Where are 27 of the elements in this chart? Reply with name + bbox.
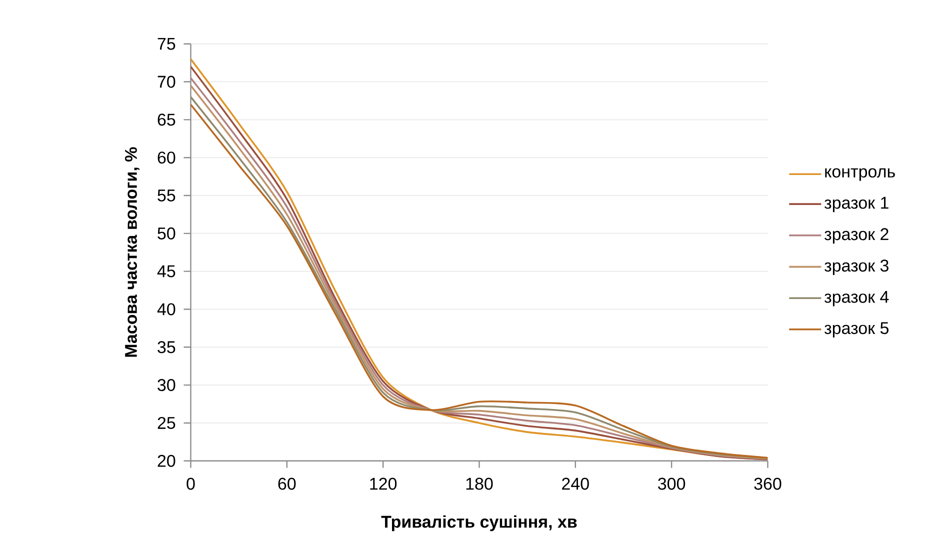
y-tick-label: 60	[158, 152, 176, 164]
y-tick-label: 45	[157, 265, 176, 278]
y-tick-label: 55	[158, 190, 176, 202]
x-tick-label: 240	[562, 478, 589, 490]
y-tick-label: 35	[158, 341, 176, 354]
legend-label: зразок 2	[824, 228, 888, 244]
x-tick-label: 0	[186, 478, 195, 490]
y-tick-label: 25	[158, 416, 176, 429]
y-tick-label: 70	[158, 76, 176, 88]
y-tick-label: 75	[158, 38, 176, 50]
y-axis-title: Масова частка вологи, %	[124, 147, 140, 357]
y-tick-label: 40	[157, 303, 176, 316]
x-tick-label: 300	[658, 478, 686, 490]
x-tick-label: 120	[370, 478, 397, 490]
y-tick-label: 30	[158, 379, 176, 392]
x-tick-label: 60	[278, 478, 296, 490]
legend-label: зразок 5	[824, 322, 888, 338]
x-tick-label: 360	[754, 478, 782, 490]
x-tick-label: 180	[466, 478, 493, 490]
y-tick-label: 20	[158, 454, 176, 467]
legend-label: зразок 3	[824, 260, 888, 276]
legend-label: зразок 4	[824, 291, 889, 306]
y-tick-label: 65	[158, 114, 176, 126]
legend-label: зразок 1	[824, 196, 888, 212]
y-tick-label: 50	[158, 227, 176, 240]
x-axis-title: Тривалість сушіння, хв	[381, 515, 577, 532]
legend-label: контроль	[825, 168, 895, 181]
